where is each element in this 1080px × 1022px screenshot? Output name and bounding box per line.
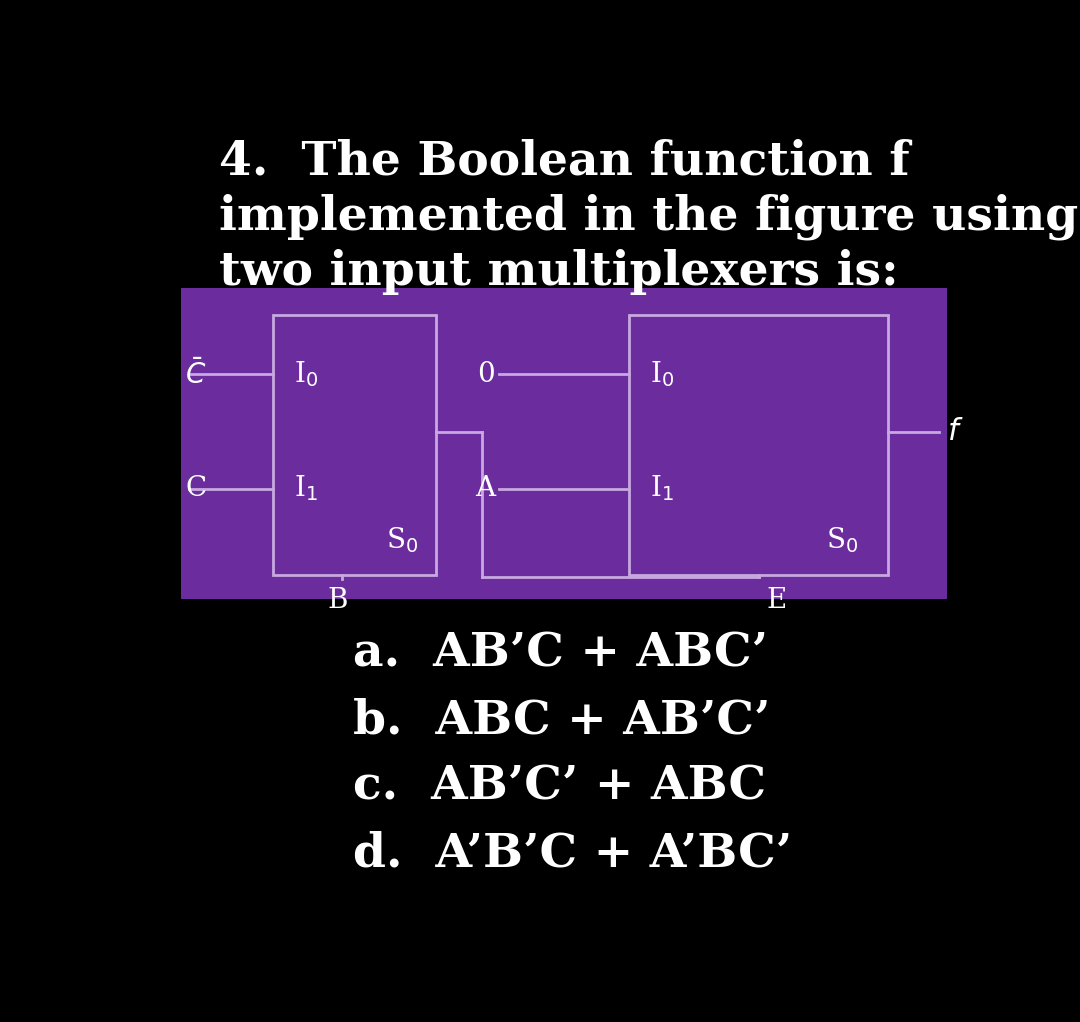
Bar (181, 288, 947, 599)
Text: b.  ABC + AB’C’: b. ABC + AB’C’ (352, 697, 770, 743)
Text: two input multiplexers is:: two input multiplexers is: (218, 248, 899, 294)
Text: S$_0$: S$_0$ (825, 525, 858, 555)
Text: I$_1$: I$_1$ (650, 473, 674, 504)
Text: implemented in the figure using: implemented in the figure using (218, 193, 1078, 240)
Text: S$_0$: S$_0$ (387, 525, 418, 555)
Bar (273, 316, 436, 575)
Text: 0: 0 (477, 361, 495, 388)
Text: 4.  The Boolean function f: 4. The Boolean function f (218, 138, 909, 184)
Text: d.  A’B’C + A’BC’: d. A’B’C + A’BC’ (352, 831, 792, 877)
Text: a.  AB’C + ABC’: a. AB’C + ABC’ (352, 631, 768, 677)
Text: A: A (475, 475, 495, 502)
Text: B: B (327, 587, 348, 614)
Text: $f$: $f$ (947, 416, 963, 447)
Text: I$_0$: I$_0$ (294, 360, 319, 389)
Bar (629, 316, 888, 575)
Text: I$_0$: I$_0$ (650, 360, 674, 389)
Text: I$_1$: I$_1$ (294, 473, 318, 504)
Text: c.  AB’C’ + ABC: c. AB’C’ + ABC (352, 764, 766, 810)
Text: C: C (186, 475, 206, 502)
Text: $\bar{C}$: $\bar{C}$ (186, 359, 206, 389)
Text: E: E (767, 587, 787, 614)
